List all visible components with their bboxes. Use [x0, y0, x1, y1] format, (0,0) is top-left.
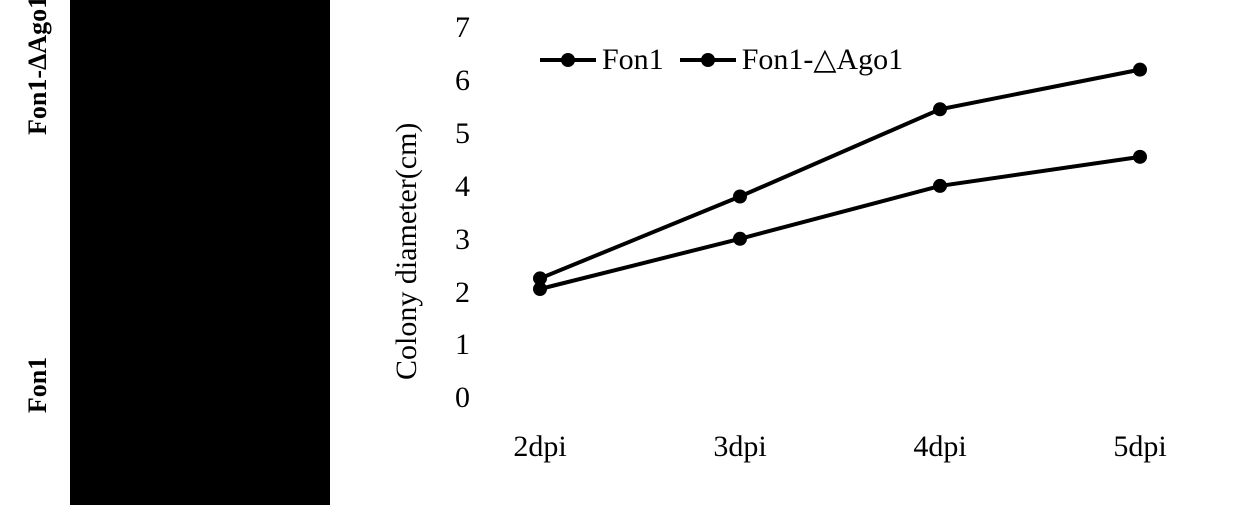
series-line	[540, 70, 1140, 279]
left-label-top-text: Fon1-ΔAgo1	[23, 0, 52, 135]
series-marker	[933, 179, 947, 193]
series-marker	[933, 102, 947, 116]
series-marker	[733, 190, 747, 204]
left-panel-label-top: Fon1-ΔAgo1	[23, 75, 53, 135]
line-chart: Colony diameter(cm) 01234567 2dpi3dpi4dp…	[380, 0, 1240, 460]
left-panel-label-bottom: Fon1	[23, 355, 53, 415]
series-marker	[533, 282, 547, 296]
series-marker	[1133, 150, 1147, 164]
left-label-bottom-text: Fon1	[23, 357, 52, 413]
plot-svg	[380, 0, 1240, 460]
figure-root: Fon1-ΔAgo1 Fon1 Colony diameter(cm) 0123…	[0, 0, 1240, 507]
series-line	[540, 157, 1140, 289]
left-image-panel	[70, 0, 330, 505]
series-marker	[733, 232, 747, 246]
series-marker	[1133, 63, 1147, 77]
